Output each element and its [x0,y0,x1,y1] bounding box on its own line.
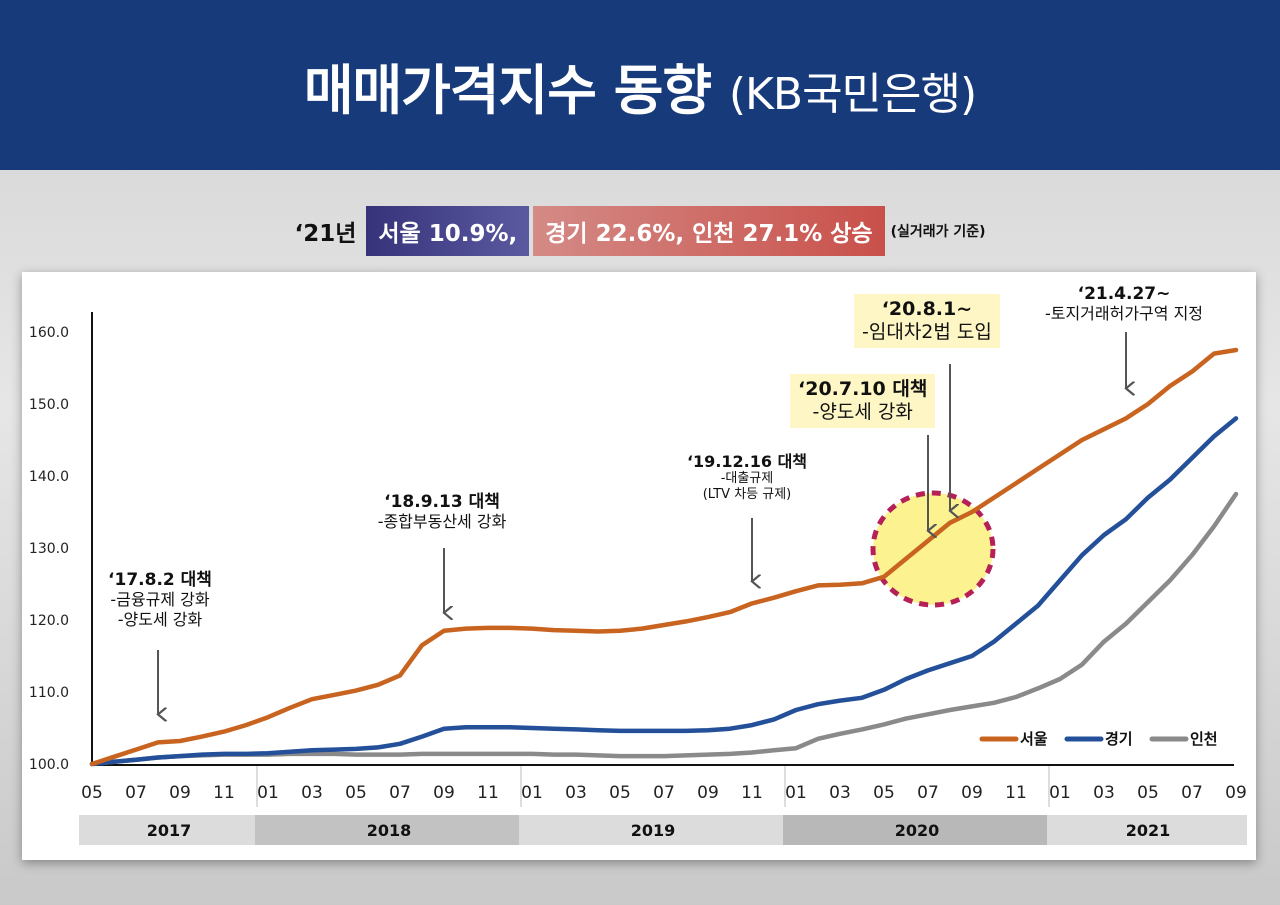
summary-seoul-badge: 서울 10.9%, [366,206,530,256]
x-tick-label: 03 [829,783,851,803]
x-tick-label: 05 [609,783,631,803]
annotation-line: -임대차2법 도입 [862,320,992,343]
x-tick-label: 11 [213,783,235,803]
year-label-2017: 2017 [147,821,192,840]
year-band-2020 [783,815,1049,845]
year-band-2017 [79,815,257,845]
x-tick-label: 11 [1005,783,1027,803]
year-label-2019: 2019 [631,821,676,840]
annotation-2017-08: ‘17.8.2 대책 -금융규제 강화 -양도세 강화 [80,570,240,629]
y-tick-label: 150.0 [29,397,69,413]
y-tick-label: 110.0 [29,685,69,701]
x-tick-label: 07 [917,783,939,803]
x-tick-label: 03 [301,783,323,803]
x-tick-label: 09 [697,783,719,803]
x-tick-label: 01 [1049,783,1071,803]
x-tick-label: 01 [785,783,807,803]
page-title: 매매가격지수 동향 (KB국민은행) [303,46,977,125]
title-text: 매매가격지수 동향 [303,58,712,122]
annotation-line: -금융규제 강화 [110,590,210,610]
annotation-line: -대출규제 [720,471,774,487]
x-tick-label: 05 [345,783,367,803]
highlight-circle [870,490,996,608]
annotation-title: ‘20.8.1~ [881,298,973,320]
annotation-line: -종합부동산세 강화 [377,512,507,532]
y-tick-label: 120.0 [29,613,69,629]
annotation-title: ‘18.9.13 대책 [384,492,500,512]
x-tick-label: 01 [257,783,279,803]
header-banner: 매매가격지수 동향 (KB국민은행) [0,0,1280,170]
annotation-2019-12: ‘19.12.16 대책 -대출규제 (LTV 차등 규제) [662,452,832,502]
summary-others-badge: 경기 22.6%, 인천 27.1% 상승 [533,206,885,256]
line-chart: 2017 2018 2019 2020 2021 05 07 09 11 01 03 05 07 09 11… [29,312,1247,845]
annotation-line: -토지거래허가구역 지정 [1044,304,1204,324]
annotation-line: -양도세 강화 [117,609,203,629]
series-line-gyeonggi [89,416,1239,767]
annotation-2018-09: ‘18.9.13 대책 -종합부동산세 강화 [352,492,532,532]
annotation-2020-08: ‘20.8.1~ -임대차2법 도입 [854,294,1000,348]
year-label-2021: 2021 [1126,821,1171,840]
y-tick-label: 160.0 [29,325,69,341]
x-tick-label: 03 [565,783,587,803]
year-band-2019 [519,815,785,845]
chart-card: 2017 2018 2019 2020 2021 05 07 09 11 01 03 05 07 09 11… [22,272,1256,860]
legend-label-gyeonggi: 경기 [1105,730,1133,748]
y-tick-label: 140.0 [29,469,69,485]
annotation-2021-04: ‘21.4.27~ -토지거래허가구역 지정 [1024,284,1224,324]
x-tick-label: 07 [125,783,147,803]
x-tick-label: 01 [521,783,543,803]
x-tick-label: 07 [1181,783,1203,803]
year-band-2018 [255,815,521,845]
x-tick-label: 09 [961,783,983,803]
annotation-title: ‘20.7.10 대책 [798,378,928,400]
annotation-title: ‘21.4.27~ [1077,284,1171,304]
x-tick-label: 07 [653,783,675,803]
summary-note: (실거래가 기준) [890,224,986,240]
x-tick-label: 05 [873,783,895,803]
x-tick-label: 09 [1225,783,1247,803]
x-tick-label: 09 [433,783,455,803]
x-tick-label: 11 [477,783,499,803]
x-tick-label: 07 [389,783,411,803]
annotation-title: ‘17.8.2 대책 [108,570,212,590]
x-tick-label: 03 [1093,783,1115,803]
title-source: (KB국민은행) [728,68,977,120]
x-tick-label: 09 [169,783,191,803]
annotation-title: ‘19.12.16 대책 [686,452,808,471]
annotation-line: -양도세 강화 [812,400,913,423]
year-band-2021 [1047,815,1247,845]
y-tick-label: 100.0 [29,757,69,773]
summary-year: ‘21년 [294,221,357,247]
year-label-2018: 2018 [367,821,412,840]
x-tick-label: 11 [741,783,763,803]
legend-label-incheon: 인천 [1190,730,1218,748]
summary-row: ‘21년 서울 10.9%, 경기 22.6%, 인천 27.1% 상승 (실거… [0,206,1280,256]
series-line-seoul [89,347,1239,767]
year-label-2020: 2020 [895,821,940,840]
x-tick-label: 05 [1137,783,1159,803]
x-tick-label: 05 [81,783,103,803]
annotation-2020-07: ‘20.7.10 대책 -양도세 강화 [790,374,936,428]
annotation-line: (LTV 차등 규제) [702,486,792,502]
series-line-incheon [89,491,1239,767]
legend-label-seoul: 서울 [1020,730,1048,748]
y-tick-label: 130.0 [29,541,69,557]
